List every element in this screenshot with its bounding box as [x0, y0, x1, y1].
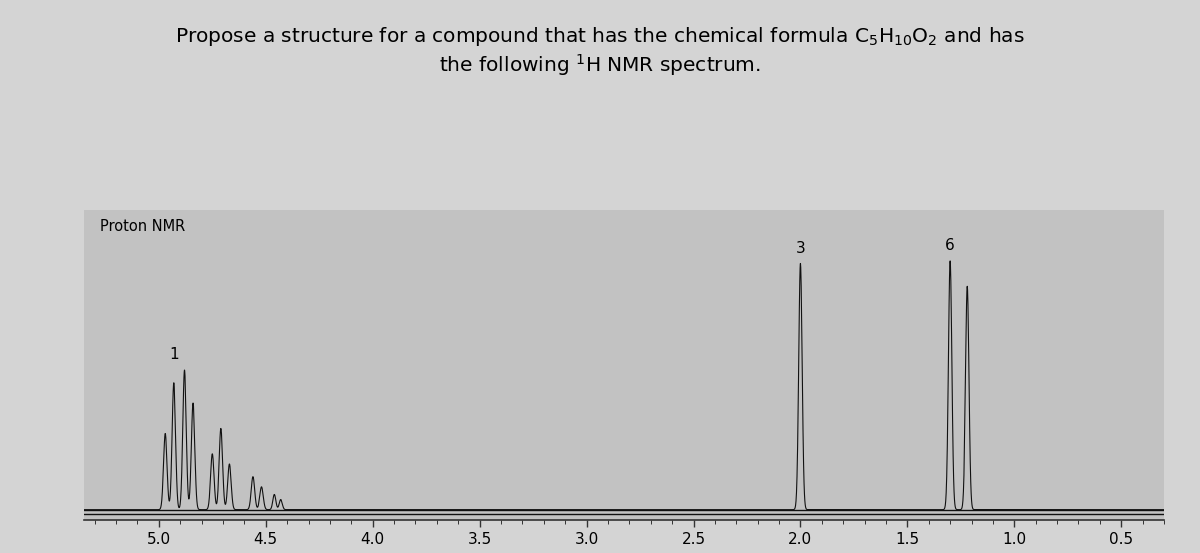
Text: 3: 3	[796, 241, 805, 256]
Text: 1: 1	[169, 347, 179, 362]
Text: Proton NMR: Proton NMR	[101, 220, 186, 234]
Text: Propose a structure for a compound that has the chemical formula C$_5$H$_{10}$O$: Propose a structure for a compound that …	[175, 25, 1025, 78]
Text: 6: 6	[946, 238, 955, 253]
